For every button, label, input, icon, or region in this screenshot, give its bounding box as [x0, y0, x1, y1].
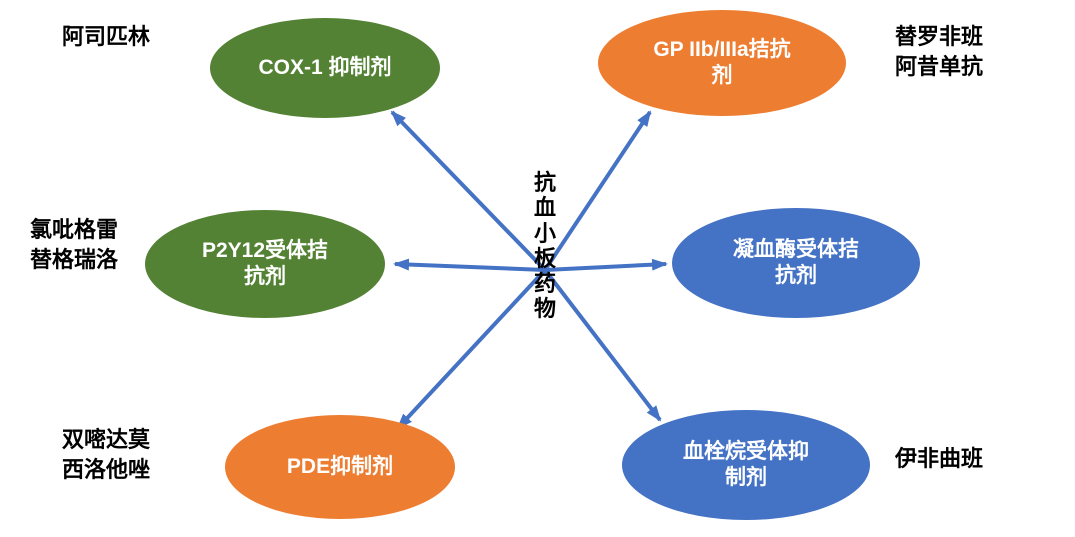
arrow-to-txa [545, 270, 660, 420]
center-label: 抗 血 小 板 药 物 [530, 170, 560, 322]
node-pde: PDE抑制剂 [225, 415, 455, 519]
arrow-to-p2y12 [395, 264, 545, 270]
node-cox1: COX-1 抑制剂 [210, 18, 440, 118]
node-p2y12: P2Y12受体拮 抗剂 [145, 210, 385, 318]
side-label-dipy_cilo: 双嘧达莫 西洛他唑 [62, 425, 150, 484]
arrow-to-thrombin [545, 264, 666, 270]
diagram-canvas: 抗 血 小 板 药 物 COX-1 抑制剂 P2Y12受体拮 抗剂 PDE抑制剂 GP … [0, 0, 1075, 537]
side-label-ifetroban: 伊非曲班 [895, 444, 983, 474]
side-label-aspirin: 阿司匹林 [62, 22, 150, 52]
node-thrombin: 凝血酶受体拮 抗剂 [672, 208, 920, 318]
arrow-to-pde [398, 270, 545, 428]
side-label-clop_tica: 氯吡格雷 替格瑞洛 [30, 215, 118, 274]
side-label-tiro_abcx: 替罗非班 阿昔单抗 [895, 22, 983, 81]
arrow-to-cox1 [392, 112, 545, 270]
arrow-to-gp2b3a [545, 112, 650, 270]
node-txa: 血栓烷受体抑 制剂 [622, 410, 870, 520]
node-gp2b3a: GP IIb/IIIa拮抗 剂 [598, 10, 846, 116]
